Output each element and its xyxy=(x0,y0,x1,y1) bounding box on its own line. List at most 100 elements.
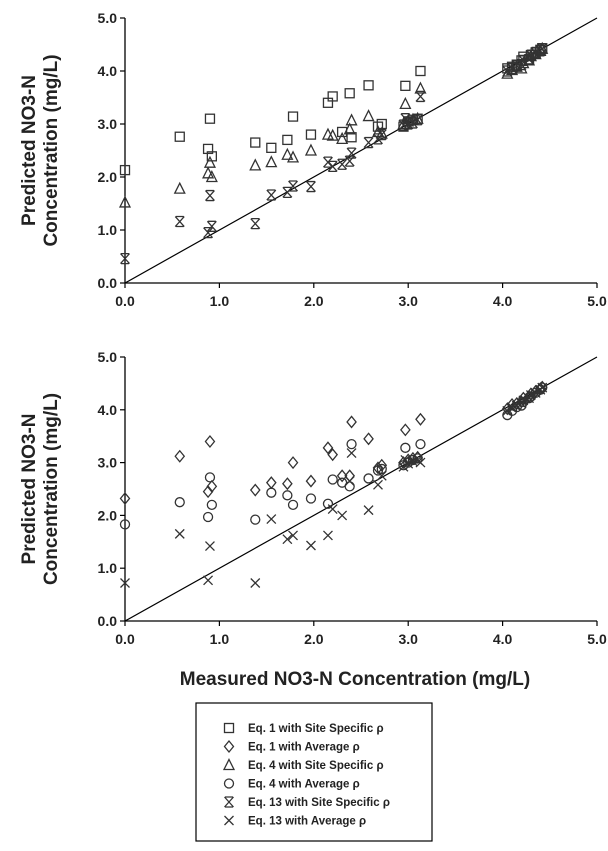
y-axis-title-line: Concentration (mg/L) xyxy=(41,393,62,585)
data-point xyxy=(327,448,339,462)
data-point xyxy=(336,126,348,138)
data-point xyxy=(288,530,298,541)
legend-marker-asterisk xyxy=(224,796,234,808)
data-point xyxy=(119,519,131,530)
data-point xyxy=(363,136,374,149)
data-point xyxy=(336,469,348,483)
one-to-one-line xyxy=(124,17,598,284)
data-point xyxy=(525,49,536,61)
data-point xyxy=(516,58,527,71)
data-point xyxy=(282,490,293,501)
series-circle xyxy=(119,382,548,530)
data-point xyxy=(174,131,185,142)
data-point xyxy=(265,155,278,168)
data-point xyxy=(518,395,529,406)
data-point xyxy=(321,127,335,140)
series-asterisk xyxy=(120,43,548,265)
data-point xyxy=(363,505,374,516)
legend-item: Eq. 1 with Average ρ xyxy=(223,739,360,754)
data-point xyxy=(346,438,357,450)
series-triangle xyxy=(118,41,549,208)
x-tick-label: 4.0 xyxy=(493,631,513,647)
data-point xyxy=(282,134,293,146)
data-point xyxy=(403,118,414,130)
data-point xyxy=(400,423,411,437)
data-point xyxy=(344,88,355,99)
data-point xyxy=(414,81,427,94)
data-point xyxy=(287,456,299,470)
bottom-scatter-chart: 0.0 1.0 2.0 3.0 4.0 5.0 0.0 1.0 2.0 3.0 4.0 5.0 Pred… xyxy=(19,349,607,690)
data-point xyxy=(399,96,412,110)
data-point xyxy=(322,441,334,455)
data-point xyxy=(266,189,277,201)
y-tick-label: 0.0 xyxy=(98,613,118,629)
data-point xyxy=(306,540,316,551)
data-point xyxy=(250,514,261,525)
legend-marker-triangle xyxy=(222,758,236,771)
legend-label: Eq. 13 with Site Specific ρ xyxy=(248,797,390,809)
y-tick-label: 4.0 xyxy=(98,63,118,79)
data-point xyxy=(376,128,387,141)
y-tick-label: 1.0 xyxy=(98,222,118,238)
data-point xyxy=(206,499,217,510)
data-point xyxy=(337,158,348,170)
legend-item: Eq. 13 with Site Specific ρ xyxy=(224,796,390,809)
data-point xyxy=(518,54,529,67)
data-point xyxy=(346,147,357,159)
data-point xyxy=(282,534,293,545)
legend-label: Eq. 13 with Average ρ xyxy=(248,816,366,828)
data-point xyxy=(202,143,214,155)
data-point xyxy=(363,432,374,446)
data-point xyxy=(281,147,294,160)
y-tick-label: 3.0 xyxy=(98,455,118,471)
data-point xyxy=(398,119,409,131)
data-point xyxy=(372,461,384,475)
data-point xyxy=(363,80,374,91)
legend-label: Eq. 1 with Average ρ xyxy=(248,742,360,754)
data-point xyxy=(322,156,333,168)
y-tick-label: 0.0 xyxy=(98,275,118,291)
legend-marker-square xyxy=(223,722,235,734)
data-point xyxy=(202,485,214,499)
data-point xyxy=(119,164,131,176)
data-point xyxy=(346,415,357,429)
data-point xyxy=(286,150,300,163)
data-point xyxy=(305,474,317,488)
data-point xyxy=(205,541,215,551)
legend-item: Eq. 1 with Site Specific ρ xyxy=(223,722,384,735)
data-point xyxy=(337,510,348,521)
data-point xyxy=(376,458,388,472)
data-point xyxy=(518,396,529,408)
data-point xyxy=(343,122,356,135)
data-point xyxy=(507,62,518,74)
data-point xyxy=(415,412,426,426)
y-tick-label: 5.0 xyxy=(98,349,118,365)
data-point xyxy=(282,477,293,491)
data-point xyxy=(203,575,214,586)
data-point xyxy=(537,382,548,393)
data-point xyxy=(305,129,317,140)
data-point xyxy=(118,195,132,208)
data-point xyxy=(265,476,277,490)
x-tick-label: 0.0 xyxy=(115,631,135,647)
y-tick-label: 4.0 xyxy=(98,402,118,418)
data-point xyxy=(119,491,131,506)
data-point xyxy=(400,442,411,453)
data-point xyxy=(202,511,214,523)
data-point xyxy=(304,143,318,156)
x-tick-label: 2.0 xyxy=(304,293,324,309)
y-tick-label: 5.0 xyxy=(98,10,118,26)
data-point xyxy=(203,227,214,239)
data-point xyxy=(282,186,293,199)
x-tick-label: 1.0 xyxy=(210,293,230,309)
data-point xyxy=(376,463,387,475)
data-point xyxy=(204,189,215,202)
data-point xyxy=(287,111,299,122)
legend-marker-diamond xyxy=(223,739,235,754)
data-point xyxy=(266,142,277,154)
series-square xyxy=(119,43,548,176)
data-point xyxy=(250,578,261,588)
data-point xyxy=(266,514,277,525)
data-point xyxy=(266,487,277,498)
y-tick-label: 1.0 xyxy=(98,560,118,576)
